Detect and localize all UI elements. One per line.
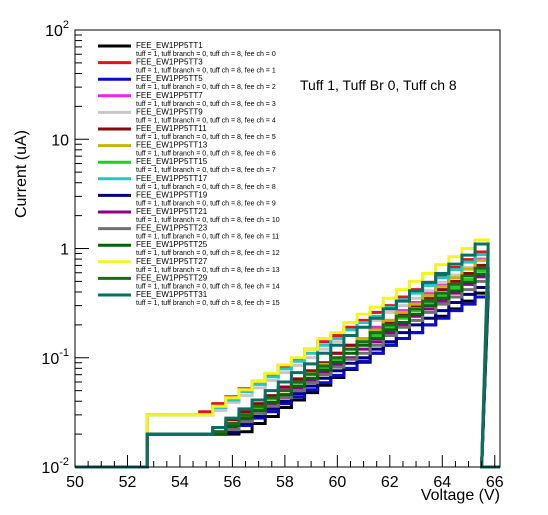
x-axis-label: Voltage (V) — [421, 487, 500, 504]
y-tick-label: 10 — [51, 132, 69, 149]
x-tick-label: 58 — [276, 474, 294, 491]
series-line — [75, 242, 500, 469]
series-line — [75, 285, 500, 469]
legend-entry-desc: tuff = 1, tuff branch = 0, tuff ch = 8, … — [136, 250, 280, 257]
x-tick-label: 50 — [66, 474, 84, 491]
y-tick-label: 102 — [45, 19, 69, 40]
x-axis: 50 52 54 56 58 60 62 64 66 — [66, 455, 504, 491]
legend-entry-name: FEE_EW1PP5TT17 — [136, 174, 208, 183]
y-tick-label: 10-1 — [41, 347, 69, 368]
legend-entry-desc: tuff = 1, tuff branch = 0, tuff ch = 8, … — [136, 101, 276, 108]
legend-entry-name: FEE_EW1PP5TT11 — [136, 124, 207, 133]
y-tick-label: 10-2 — [41, 456, 69, 477]
legend-entry-name: FEE_EW1PP5TT9 — [136, 107, 203, 116]
series-line — [75, 266, 500, 469]
legend-entry-desc: tuff = 1, tuff branch = 0, tuff ch = 8, … — [136, 184, 276, 191]
series-line — [75, 238, 500, 469]
legend-entry-desc: tuff = 1, tuff branch = 0, tuff ch = 8, … — [136, 84, 276, 91]
legend-entry-name: FEE_EW1PP5TT13 — [136, 141, 208, 150]
x-tick-label: 60 — [328, 474, 346, 491]
legend-entry-desc: tuff = 1, tuff branch = 0, tuff ch = 8, … — [136, 283, 280, 290]
x-tick-label: 66 — [486, 474, 504, 491]
legend-entry-desc: tuff = 1, tuff branch = 0, tuff ch = 8, … — [136, 234, 279, 241]
legend-entry-name: FEE_EW1PP5TT21 — [136, 207, 208, 216]
series-layer — [75, 238, 500, 469]
x-tick-label: 52 — [119, 474, 137, 491]
legend-entry-name: FEE_EW1PP5TT31 — [136, 290, 208, 299]
legend-entry-name: FEE_EW1PP5TT23 — [136, 224, 208, 233]
x-tick-label: 56 — [224, 474, 242, 491]
legend-entry-name: FEE_EW1PP5TT27 — [136, 257, 208, 266]
legend-entry-name: FEE_EW1PP5TT5 — [136, 74, 203, 83]
legend-entry-desc: tuff = 1, tuff branch = 0, tuff ch = 8, … — [136, 117, 276, 124]
x-tick-label: 54 — [171, 474, 189, 491]
legend-entry-name: FEE_EW1PP5TT1 — [136, 41, 203, 50]
legend-entry-name: FEE_EW1PP5TT15 — [136, 157, 208, 166]
y-axis: 10-2 10-1 1 10 102 — [41, 19, 89, 477]
legend-entry-name: FEE_EW1PP5TT7 — [136, 91, 203, 100]
legend-entry-desc: tuff = 1, tuff branch = 0, tuff ch = 8, … — [136, 217, 280, 224]
legend-entry-desc: tuff = 1, tuff branch = 0, tuff ch = 8, … — [136, 200, 276, 207]
y-axis-label: Current (uA) — [13, 130, 30, 218]
legend-entry-desc: tuff = 1, tuff branch = 0, tuff ch = 8, … — [136, 300, 280, 307]
series-line — [75, 279, 500, 469]
legend-entry-desc: tuff = 1, tuff branch = 0, tuff ch = 8, … — [136, 267, 280, 274]
legend-entry-name: FEE_EW1PP5TT25 — [136, 240, 208, 249]
chart-annotation: Tuff 1, Tuff Br 0, Tuff ch 8 — [300, 77, 457, 93]
legend-entry-desc: tuff = 1, tuff branch = 0, tuff ch = 8, … — [136, 134, 276, 141]
legend-entry-name: FEE_EW1PP5TT19 — [136, 190, 208, 199]
x-tick-label: 62 — [381, 474, 399, 491]
legend-entry-desc: tuff = 1, tuff branch = 0, tuff ch = 8, … — [136, 68, 276, 75]
legend-entry-desc: tuff = 1, tuff branch = 0, tuff ch = 8, … — [136, 151, 276, 158]
x-tick-label: 64 — [433, 474, 451, 491]
legend-entry-desc: tuff = 1, tuff branch = 0, tuff ch = 8, … — [136, 167, 276, 174]
legend-entry-name: FEE_EW1PP5TT3 — [136, 58, 203, 67]
legend-entry-name: FEE_EW1PP5TT29 — [136, 273, 208, 282]
y-tick-label: 1 — [60, 242, 69, 259]
legend-entry-desc: tuff = 1, tuff branch = 0, tuff ch = 8, … — [136, 51, 276, 58]
series-line — [75, 291, 500, 469]
